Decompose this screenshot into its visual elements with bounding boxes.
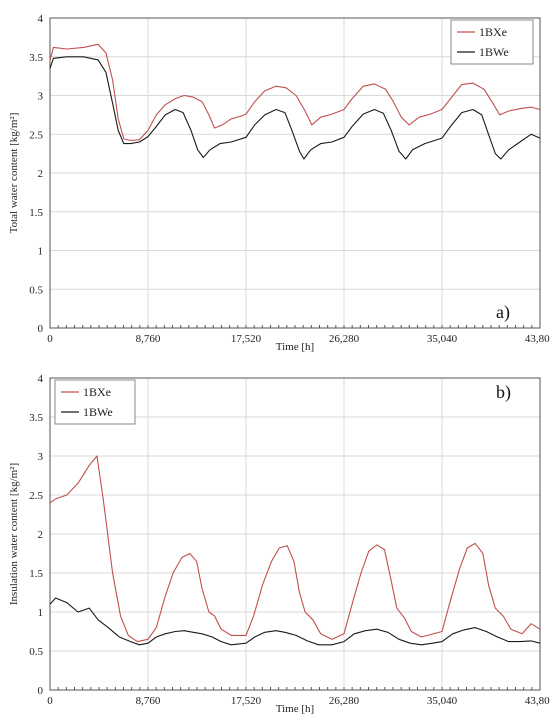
y-tick-label: 1: [38, 246, 44, 258]
y-tick-label: 3: [38, 451, 44, 463]
series-line-1bwe: [49, 56, 541, 160]
y-tick-label: 1: [38, 607, 44, 619]
legend-b: 1BXe 1BWe: [54, 379, 136, 425]
y-tick-label: 2: [38, 168, 44, 180]
x-axis-title-a: Time [h]: [276, 341, 314, 353]
y-tick-label: 1.5: [29, 207, 43, 219]
y-tick-label: 2: [38, 529, 44, 541]
y-axis-title-a: Total water content [kg/m²]: [8, 113, 20, 234]
panel-label-b: b): [496, 382, 511, 403]
y-tick-label: 2.5: [29, 490, 43, 502]
y-tick-label: 0: [38, 685, 44, 697]
y-tick-label: 0.5: [29, 646, 43, 658]
y-tick-label: 2.5: [29, 129, 43, 141]
series-group-b: [49, 455, 541, 646]
legend-a: 1BXe 1BWe: [450, 19, 534, 65]
x-tick-label: 35,040: [427, 695, 458, 707]
x-tick-label: 17,520: [231, 695, 262, 707]
x-ticks-a: 0 8,760 17,520 26,280 35,040 43,800: [47, 333, 550, 345]
legend-label-1bwe-a: 1BWe: [479, 45, 509, 59]
x-tick-label: 35,040: [427, 333, 458, 345]
y-tick-label: 4: [38, 13, 44, 25]
series-line-1bxe: [49, 43, 541, 142]
series-line-1bwe: [49, 597, 541, 646]
y-tick-label: 0.5: [29, 284, 43, 296]
x-tick-label: 17,520: [231, 333, 262, 345]
y-tick-label: 3.5: [29, 412, 43, 424]
y-tick-label: 3: [38, 91, 44, 103]
legend-label-1bwe-b: 1BWe: [83, 405, 113, 419]
x-tick-label: 8,760: [136, 695, 161, 707]
chart-panel-a: 0 0.5 1 1.5 2 2.5 3 3.5 4 0 8,760 17,520 26,280 35,0…: [8, 13, 550, 353]
x-tick-label: 8,760: [136, 333, 161, 345]
minor-ticks-a: [49, 325, 541, 328]
legend-box-b: [54, 379, 136, 425]
chart-panel-b: 0 0.5 1 1.5 2 2.5 3 3.5 4 0 8,760 17,520 26,280 35,0…: [8, 373, 550, 715]
legend-box-a: [450, 19, 534, 65]
x-tick-label: 0: [47, 695, 53, 707]
panel-label-a: a): [496, 302, 510, 323]
x-ticks-b: 0 8,760 17,520 26,280 35,040 43,800: [47, 695, 550, 707]
x-tick-label: 43,800: [525, 333, 550, 345]
y-axis-title-b: Insulation water content [kg/m²]: [8, 463, 20, 605]
minor-ticks-b: [49, 687, 541, 690]
series-group-a: [49, 43, 541, 160]
legend-label-1bxe-a: 1BXe: [479, 25, 507, 39]
x-tick-label: 0: [47, 333, 53, 345]
series-line-1bxe: [49, 455, 541, 643]
y-tick-label: 4: [38, 373, 44, 385]
y-tick-label: 0: [38, 323, 44, 335]
legend-label-1bxe-b: 1BXe: [83, 385, 111, 399]
x-tick-label: 26,280: [329, 695, 360, 707]
y-tick-label: 1.5: [29, 568, 43, 580]
y-tick-label: 3.5: [29, 52, 43, 64]
x-axis-title-b: Time [h]: [276, 703, 314, 715]
x-tick-label: 26,280: [329, 333, 360, 345]
x-tick-label: 43,800: [525, 695, 550, 707]
y-ticks-b: 0 0.5 1 1.5 2 2.5 3 3.5 4: [29, 373, 43, 697]
grid-a: [50, 18, 540, 328]
y-ticks-a: 0 0.5 1 1.5 2 2.5 3 3.5 4: [29, 13, 43, 335]
grid-b: [50, 378, 540, 690]
